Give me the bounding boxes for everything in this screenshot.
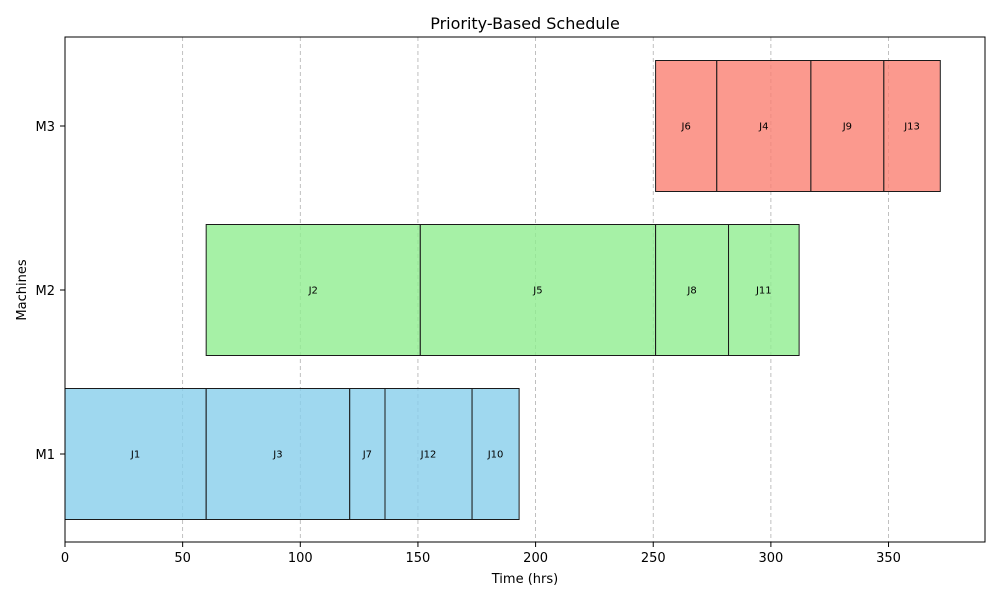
x-tick-label: 300 — [758, 551, 783, 566]
task-bar-j1[interactable]: J1 — [64, 388, 207, 520]
task-bar-j3[interactable]: J3 — [205, 388, 351, 520]
x-tick-label: 0 — [61, 551, 69, 566]
task-bar-label: J12 — [420, 450, 437, 461]
task-bar-rect — [810, 60, 885, 192]
task-bar-rect — [349, 388, 386, 520]
task-bar-label: J2 — [308, 286, 318, 297]
task-bar-j13[interactable]: J13 — [883, 60, 941, 192]
task-bar-label: J5 — [532, 286, 542, 297]
task-bar-j10[interactable]: J10 — [471, 388, 520, 520]
y-tick-label: M3 — [36, 120, 56, 135]
y-axis-label: Machines — [15, 259, 30, 320]
task-bar-rect — [471, 388, 520, 520]
y-tick-label: M2 — [36, 284, 56, 299]
task-bar-j6[interactable]: J6 — [655, 60, 718, 192]
y-tick-label: M1 — [36, 448, 56, 463]
y-tick-layer: M1 M2 M3 — [36, 120, 65, 463]
task-bar-label: J1 — [130, 450, 140, 461]
x-tick-label: 250 — [641, 551, 666, 566]
task-bar-label: J4 — [758, 122, 768, 133]
task-bar-j12[interactable]: J12 — [384, 388, 473, 520]
task-bar-j2[interactable]: J2 — [205, 224, 421, 356]
task-bar-label: J13 — [903, 122, 920, 133]
x-axis-label: Time (hrs) — [491, 572, 558, 587]
task-bar-label: J11 — [755, 286, 772, 297]
task-bar-j5[interactable]: J5 — [419, 224, 657, 356]
task-bar-label: J3 — [272, 450, 282, 461]
task-bar-rect — [728, 224, 800, 356]
task-bar-j9[interactable]: J9 — [810, 60, 885, 192]
task-bar-rect — [419, 224, 657, 356]
x-tick-label: 350 — [876, 551, 901, 566]
task-bar-j11[interactable]: J11 — [728, 224, 800, 356]
task-bar-rect — [655, 224, 730, 356]
x-tick-label: 200 — [523, 551, 548, 566]
bar-layer: J1 J3 J7 J12 J10 J2 J5 J8 J11 J6 J4 J9 J13 — [64, 60, 941, 520]
task-bar-label: J6 — [681, 122, 691, 133]
chart-title: Priority-Based Schedule — [430, 14, 620, 33]
task-bar-label: J8 — [686, 286, 696, 297]
x-tick-label: 100 — [288, 551, 313, 566]
task-bar-rect — [716, 60, 812, 192]
x-tick-label: 50 — [174, 551, 191, 566]
task-bar-rect — [205, 224, 421, 356]
task-bar-j4[interactable]: J4 — [716, 60, 812, 192]
x-tick-layer: 0 50 100 150 200 250 300 350 — [61, 542, 901, 566]
x-tick-label: 150 — [406, 551, 431, 566]
task-bar-j8[interactable]: J8 — [655, 224, 730, 356]
task-bar-label: J7 — [362, 450, 372, 461]
task-bar-label: J9 — [842, 122, 852, 133]
task-bar-j7[interactable]: J7 — [349, 388, 386, 520]
task-bar-rect — [205, 388, 351, 520]
task-bar-label: J10 — [487, 450, 504, 461]
task-bar-rect — [883, 60, 941, 192]
task-bar-rect — [384, 388, 473, 520]
